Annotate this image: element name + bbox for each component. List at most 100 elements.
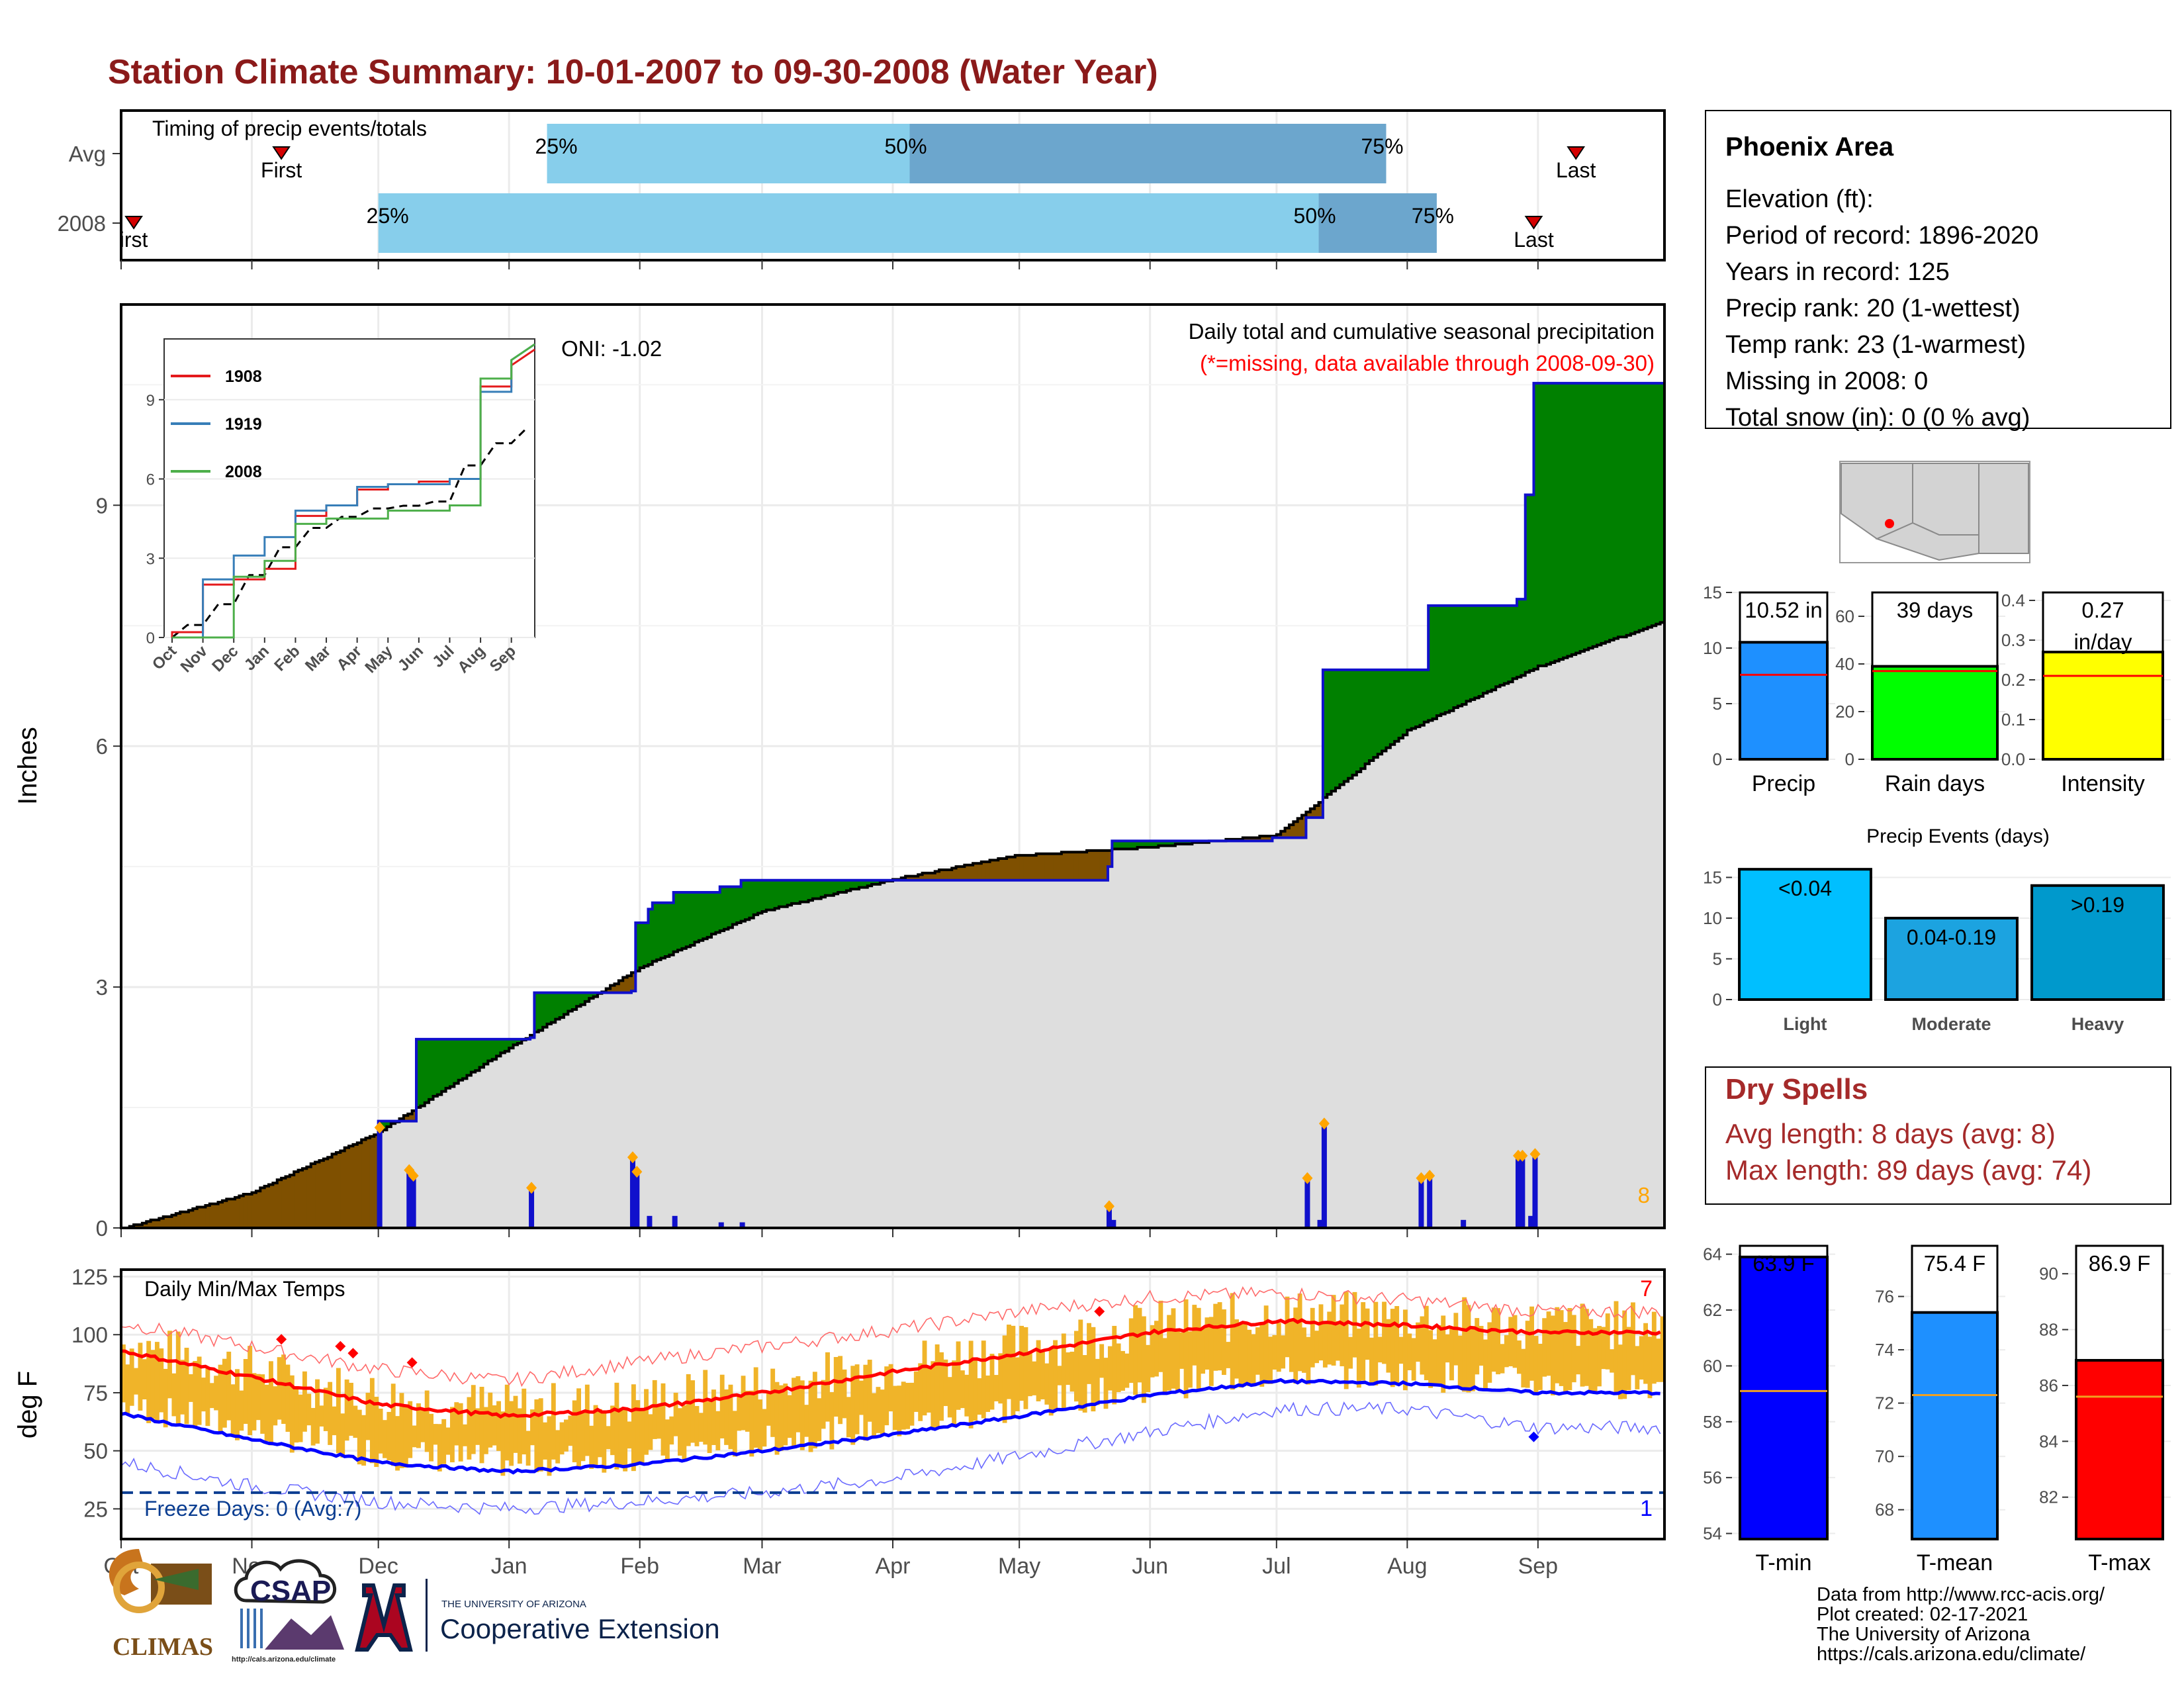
- daily-temp-range-bar: [968, 1340, 974, 1429]
- daily-temp-range-bar: [1175, 1329, 1180, 1391]
- daily-temp-range-bar: [340, 1413, 345, 1458]
- ua-small-text: THE UNIVERSITY OF ARIZONA: [441, 1599, 586, 1610]
- above-average-fill: [1508, 605, 1514, 682]
- above-average-fill: [1133, 841, 1138, 849]
- below-average-fill: [1048, 853, 1054, 880]
- daily-temp-range-bar: [1580, 1303, 1585, 1387]
- university-of-arizona-logo: THE UNIVERSITY OF ARIZONA Cooperative Ex…: [355, 1579, 720, 1652]
- daily-temp-range-bar: [1584, 1309, 1589, 1386]
- above-average-fill: [1631, 383, 1635, 634]
- station-marker: [1885, 519, 1894, 528]
- below-average-fill: [1053, 853, 1058, 880]
- below-average-fill: [1293, 821, 1298, 838]
- above-average-fill: [1154, 841, 1160, 848]
- daily-temp-range-bar: [1238, 1323, 1244, 1388]
- above-average-fill: [538, 992, 543, 1031]
- month-tick-label: Apr: [876, 1554, 911, 1579]
- above-average-fill: [576, 992, 582, 1007]
- daily-temp-range-bar: [909, 1382, 915, 1426]
- below-average-fill: [989, 860, 995, 880]
- daily-temp-range-bar: [306, 1393, 312, 1426]
- daily-temp-range-bar: [1491, 1307, 1496, 1372]
- daily-temp-range-bar: [1445, 1334, 1450, 1363]
- daily-temp-range-bar: [1592, 1328, 1598, 1395]
- daily-precip-bar: [1461, 1219, 1467, 1228]
- mini-bar-value-label: 39 days: [1897, 598, 1974, 622]
- above-average-fill: [1542, 383, 1547, 666]
- daily-temp-range-bar: [673, 1392, 678, 1436]
- below-average-fill: [627, 976, 632, 993]
- daily-temp-range-bar: [1533, 1336, 1539, 1395]
- above-average-fill: [778, 880, 784, 907]
- dry-spells-title: Dry Spells: [1725, 1073, 1868, 1105]
- daily-temp-range-bar: [420, 1409, 426, 1442]
- events-bar: [2030, 884, 2165, 1001]
- daily-temp-range-bar: [134, 1368, 138, 1395]
- below-average-fill: [934, 871, 940, 880]
- events-category-label: Moderate: [1911, 1014, 1991, 1034]
- daily-temp-range-bar: [1656, 1338, 1661, 1382]
- below-average-fill: [964, 865, 970, 880]
- mini-bar-y-tick-label: 60: [1835, 606, 1854, 626]
- above-average-fill: [1340, 669, 1345, 785]
- above-average-fill: [1402, 669, 1408, 735]
- below-average-fill: [606, 988, 611, 993]
- above-average-fill: [1512, 605, 1518, 679]
- below-average-fill: [931, 872, 936, 880]
- below-average-fill: [222, 1200, 227, 1228]
- daily-temp-range-bar: [774, 1382, 780, 1455]
- daily-temp-range-bar: [543, 1422, 548, 1460]
- below-average-fill: [1078, 852, 1083, 880]
- below-average-fill: [1011, 857, 1016, 880]
- daily-temp-range-bar: [226, 1351, 232, 1421]
- above-average-fill: [1398, 669, 1404, 739]
- daily-temp-range-bar: [1453, 1313, 1459, 1366]
- ua-big-text: Cooperative Extension: [440, 1613, 720, 1644]
- mini-bar-y-tick-label: 0.0: [2001, 749, 2025, 769]
- daily-temp-range-bar: [1167, 1315, 1172, 1391]
- below-average-fill: [146, 1221, 152, 1228]
- above-average-fill: [555, 992, 561, 1019]
- daily-temp-range-bar: [939, 1352, 944, 1421]
- above-average-fill: [449, 1039, 455, 1087]
- below-average-fill: [909, 876, 915, 880]
- daily-temp-range-bar: [500, 1411, 506, 1476]
- daily-temp-range-bar: [188, 1374, 193, 1402]
- daily-temp-range-bar: [602, 1412, 607, 1473]
- above-average-fill: [812, 880, 817, 899]
- daily-temp-range-bar: [243, 1359, 248, 1424]
- below-average-fill: [1306, 812, 1311, 818]
- daily-temp-range-bar: [1002, 1335, 1007, 1423]
- daily-temp-range-bar: [678, 1408, 682, 1456]
- above-average-fill: [796, 880, 801, 904]
- daily-temp-range-bar: [838, 1356, 843, 1425]
- daily-temp-range-bar: [1221, 1309, 1226, 1376]
- daily-temp-range-bar: [1036, 1340, 1041, 1401]
- daily-temp-range-bar: [408, 1401, 413, 1458]
- above-average-fill: [1146, 841, 1151, 848]
- below-average-fill: [1099, 850, 1105, 880]
- daily-temp-range-bar: [509, 1401, 514, 1466]
- daily-temp-range-bar: [1622, 1310, 1627, 1399]
- daily-temp-range-bar: [1382, 1301, 1387, 1364]
- above-average-fill: [504, 1039, 510, 1052]
- below-average-fill: [614, 984, 619, 993]
- above-average-fill: [1428, 605, 1433, 721]
- daily-temp-range-bar: [534, 1399, 539, 1472]
- below-average-fill: [251, 1192, 257, 1228]
- daily-temp-range-bar: [378, 1408, 383, 1454]
- below-average-fill: [269, 1184, 273, 1228]
- mini-bar-value: [1739, 641, 1829, 761]
- above-average-fill: [648, 909, 653, 965]
- daily-temp-range-bar: [724, 1389, 729, 1445]
- daily-temp-range-bar: [479, 1386, 484, 1464]
- mini-bar-y-tick-label: 88: [2039, 1320, 2058, 1340]
- daily-temp-range-bar: [390, 1383, 396, 1466]
- daily-temp-range-bar: [631, 1384, 636, 1472]
- daily-precip-bar: [1520, 1155, 1525, 1228]
- daily-temp-range-bar: [530, 1409, 535, 1446]
- daily-temp-range-bar: [854, 1364, 860, 1434]
- above-average-fill: [437, 1039, 442, 1095]
- below-average-fill: [1032, 855, 1037, 880]
